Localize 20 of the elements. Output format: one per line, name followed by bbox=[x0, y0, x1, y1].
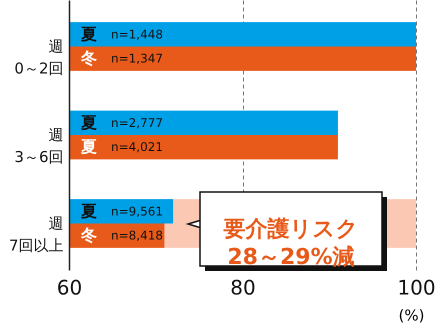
y-tick-label: 週 0～2回 bbox=[14, 37, 64, 78]
annotation: n=4,021 bbox=[111, 140, 164, 154]
annotation: 要介護リスク 28～29%減 bbox=[222, 217, 358, 270]
annotation: n=9,561 bbox=[111, 204, 164, 218]
y-tick-label: 週 7回以上 bbox=[8, 214, 64, 255]
x-axis-title: (%) bbox=[398, 306, 424, 324]
x-tick-label: 80 bbox=[230, 276, 256, 300]
y-tick-label: 週 3～6回 bbox=[14, 126, 64, 166]
annotation: n=8,418 bbox=[111, 228, 164, 243]
annotation: 夏 bbox=[80, 201, 97, 220]
annotation: n=2,777 bbox=[111, 116, 164, 130]
x-tick-label: 60 bbox=[56, 276, 82, 300]
annotation: 夏 bbox=[80, 24, 97, 44]
annotation: 冬 bbox=[80, 226, 97, 245]
x-tick-label: 100 bbox=[397, 276, 436, 300]
annotation: 夏 bbox=[80, 137, 97, 156]
annotation: 夏 bbox=[80, 112, 97, 132]
annotation: 冬 bbox=[80, 48, 97, 68]
annotation: n=1,347 bbox=[111, 52, 164, 66]
annotation: n=1,448 bbox=[111, 27, 164, 42]
